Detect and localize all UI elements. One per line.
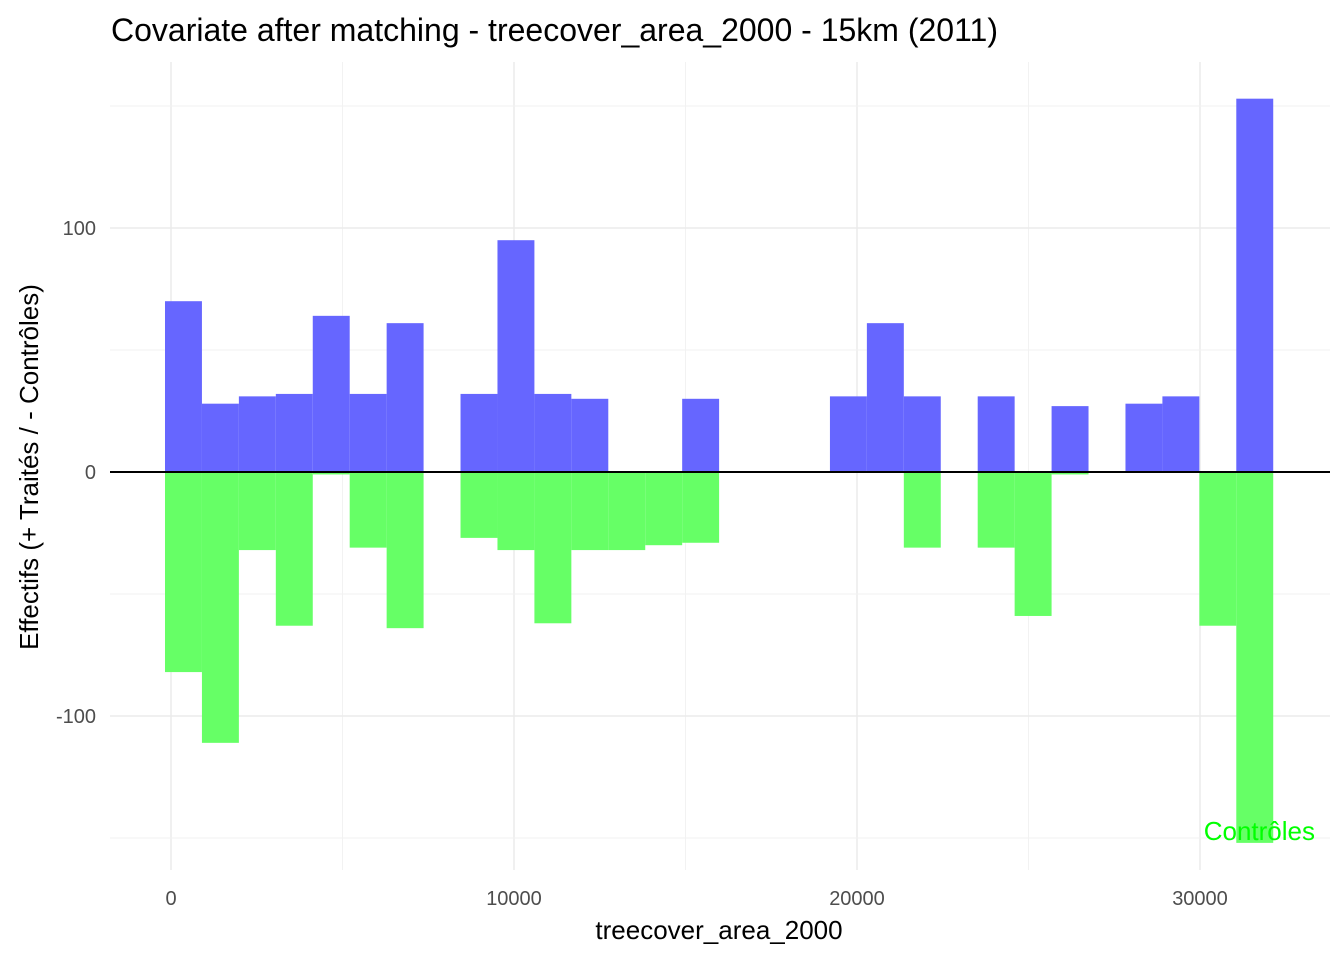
control-bar <box>1014 472 1052 616</box>
y-tick-label: 100 <box>63 218 96 240</box>
x-tick-label: 10000 <box>486 888 542 910</box>
x-tick-label: 30000 <box>1172 888 1228 910</box>
y-tick-label: 0 <box>85 462 96 484</box>
treated-bar <box>977 396 1015 472</box>
controles-annotation: Contrôles <box>1204 816 1315 846</box>
treated-bar <box>1162 396 1200 472</box>
treated-bar <box>275 393 313 472</box>
control-bar <box>903 472 941 548</box>
control-bar <box>386 472 424 629</box>
treated-bar <box>903 396 941 472</box>
treated-bar <box>201 403 239 472</box>
x-tick-label: 0 <box>165 888 176 910</box>
treated-bar <box>349 393 387 472</box>
treated-bar <box>460 393 498 472</box>
y-axis-label: Effectifs (+ Traités / - Contrôles) <box>14 284 44 650</box>
control-bar <box>201 472 239 743</box>
x-axis-label: treecover_area_2000 <box>595 915 842 945</box>
control-bar <box>497 472 535 551</box>
y-tick-label: -100 <box>56 706 96 728</box>
control-bar <box>460 472 498 538</box>
treated-bar <box>534 393 572 472</box>
control-bar <box>1199 472 1237 626</box>
treated-bar <box>497 240 535 472</box>
control-bar <box>645 472 683 546</box>
control-bar <box>608 472 646 551</box>
control-bar <box>238 472 276 551</box>
treated-bar <box>1125 403 1163 472</box>
control-bar <box>1236 472 1274 843</box>
control-bar <box>571 472 609 551</box>
control-bar <box>1051 472 1089 475</box>
treated-bar <box>1236 98 1274 473</box>
control-bar <box>682 472 720 543</box>
x-axis-ticks: 0 10000 20000 30000 <box>165 888 1227 910</box>
chart-title: Covariate after matching - treecover_are… <box>111 12 998 48</box>
control-bar <box>349 472 387 548</box>
treated-bar <box>682 398 720 472</box>
y-axis-ticks: -100 0 100 <box>56 218 96 728</box>
control-bar <box>534 472 572 624</box>
control-bar <box>164 472 202 673</box>
treated-bar <box>164 301 202 472</box>
treated-bar <box>1051 406 1089 472</box>
treated-bar <box>829 396 867 472</box>
treated-bar <box>312 315 350 472</box>
bars <box>164 98 1274 843</box>
treated-bar <box>238 396 276 472</box>
x-tick-label: 20000 <box>829 888 885 910</box>
treated-bar <box>571 398 609 472</box>
control-bar <box>312 472 350 475</box>
treated-bar <box>386 323 424 472</box>
treated-bar <box>866 323 904 472</box>
control-bar <box>977 472 1015 548</box>
control-bar <box>275 472 313 626</box>
